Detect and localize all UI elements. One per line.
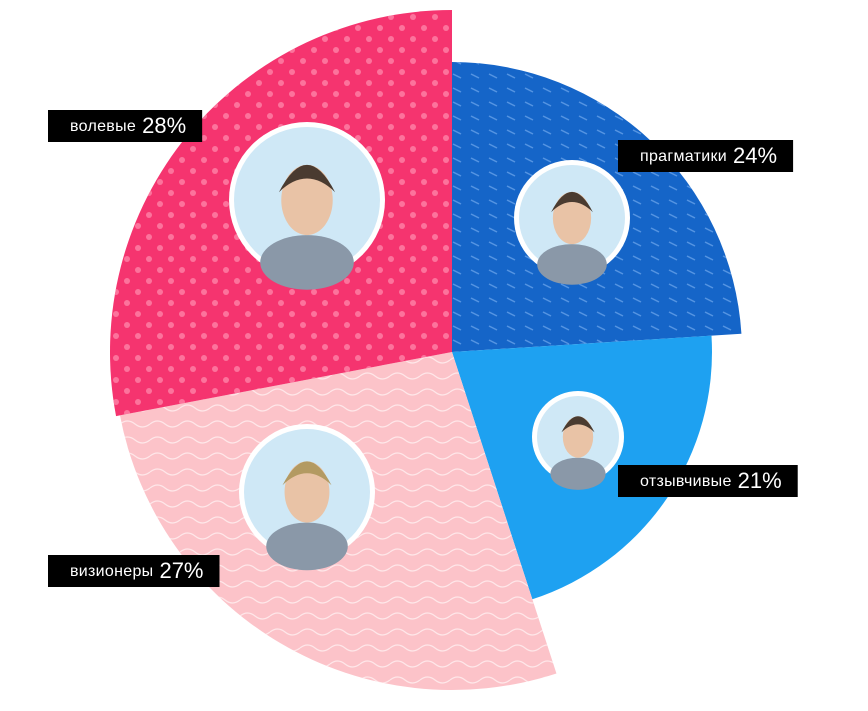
category-name: прагматики xyxy=(640,148,727,165)
slice-label: отзывчивые 21% xyxy=(640,468,782,493)
avatar-face xyxy=(562,416,594,458)
category-name: волевые xyxy=(70,118,136,135)
avatar-hair xyxy=(561,416,595,433)
value-label: 24% xyxy=(733,143,777,168)
label-box xyxy=(48,110,203,142)
avatar-body xyxy=(537,244,607,285)
avatar-hair xyxy=(551,191,593,213)
category-name: отзывчивые xyxy=(640,473,732,490)
label-box xyxy=(618,465,798,497)
avatar-face xyxy=(552,191,592,245)
avatar-hair xyxy=(278,164,336,193)
label-box xyxy=(48,555,220,587)
slice-label: волевые 28% xyxy=(70,113,186,138)
value-label: 28% xyxy=(142,113,186,138)
slice-label: визионеры 27% xyxy=(70,558,204,583)
avatar-hair xyxy=(282,461,332,486)
pie xyxy=(109,10,742,690)
category-name: визионеры xyxy=(70,563,153,580)
value-label: 21% xyxy=(738,468,782,493)
labels: прагматики 24% отзывчивые 21% визионеры 27% во… xyxy=(48,110,798,587)
avatar-body xyxy=(266,522,348,571)
slice-label: прагматики 24% xyxy=(640,143,777,168)
value-label: 27% xyxy=(159,558,203,583)
avatar-face xyxy=(281,164,333,236)
avatar-body xyxy=(260,235,354,290)
avatar-body xyxy=(550,457,606,490)
label-box xyxy=(618,140,794,172)
avatars xyxy=(229,122,630,571)
avatar-face xyxy=(284,461,330,523)
